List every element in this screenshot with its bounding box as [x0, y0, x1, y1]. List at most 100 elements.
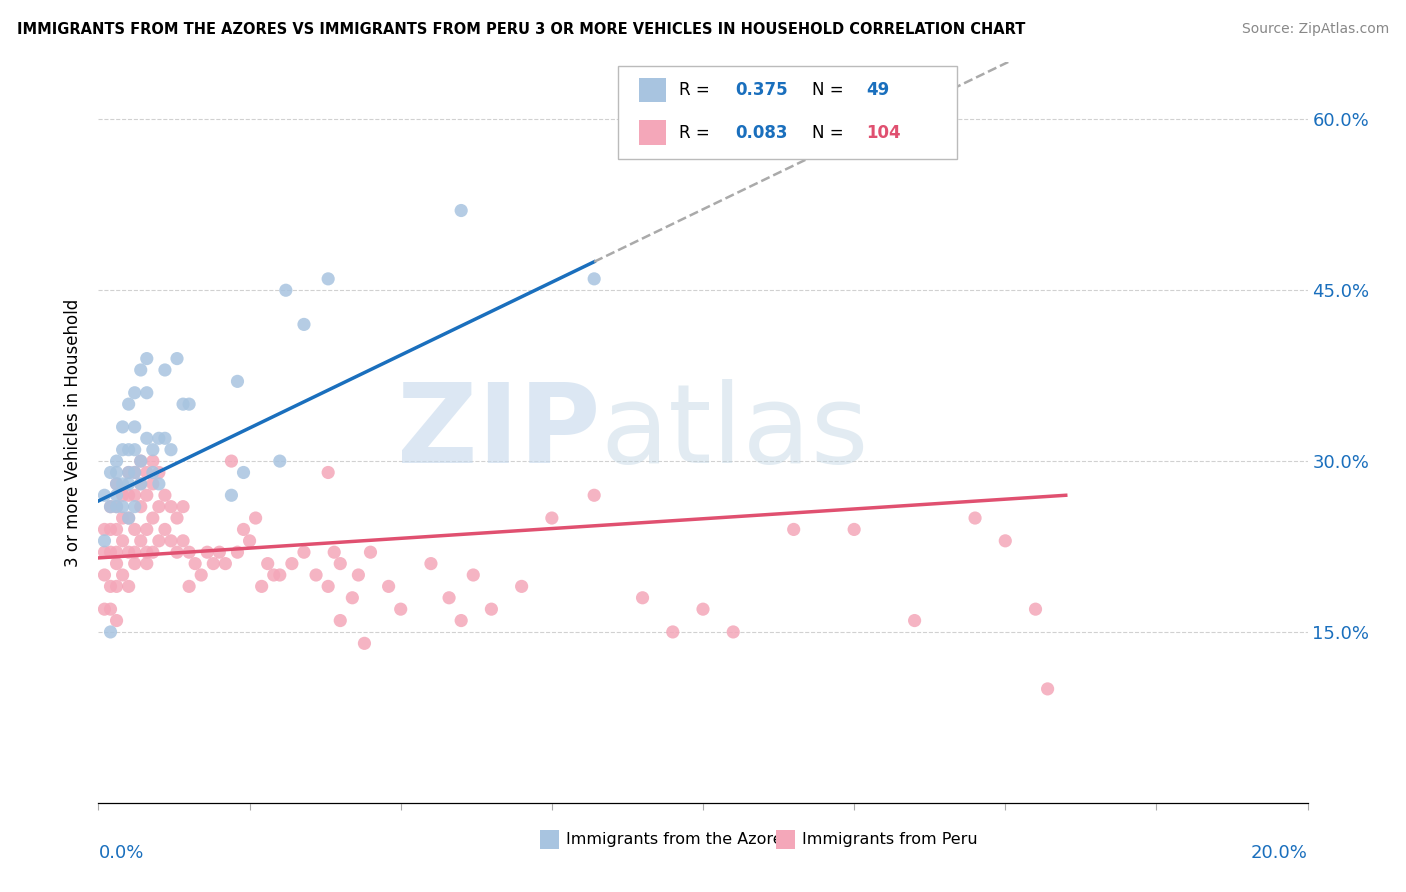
- Point: [844, 523, 866, 537]
- Point: [105, 476, 128, 491]
- Text: atlas: atlas: [600, 379, 869, 486]
- Point: [100, 466, 122, 480]
- Point: [184, 557, 207, 571]
- Point: [142, 442, 165, 457]
- Point: [153, 488, 176, 502]
- Point: [353, 636, 375, 650]
- Point: [274, 283, 297, 297]
- Point: [166, 351, 188, 366]
- Point: [153, 431, 176, 445]
- Text: 104: 104: [866, 124, 901, 142]
- Point: [166, 545, 188, 559]
- Point: [232, 523, 254, 537]
- Point: [118, 488, 141, 502]
- Text: N =: N =: [811, 124, 849, 142]
- Point: [179, 579, 201, 593]
- Point: [481, 602, 503, 616]
- Point: [118, 476, 141, 491]
- Point: [292, 318, 315, 332]
- Point: [100, 624, 122, 639]
- Point: [142, 476, 165, 491]
- Point: [190, 568, 212, 582]
- Point: [723, 624, 745, 639]
- Point: [232, 466, 254, 480]
- Point: [129, 454, 152, 468]
- Point: [135, 557, 157, 571]
- Point: [129, 533, 152, 548]
- Point: [437, 591, 460, 605]
- Point: [389, 602, 412, 616]
- Point: [450, 614, 472, 628]
- Point: [93, 602, 115, 616]
- FancyBboxPatch shape: [619, 66, 957, 159]
- Point: [124, 466, 146, 480]
- Text: ZIP: ZIP: [396, 379, 600, 486]
- Point: [118, 397, 141, 411]
- Point: [100, 579, 122, 593]
- Point: [105, 579, 128, 593]
- Point: [111, 568, 134, 582]
- Point: [148, 431, 170, 445]
- Point: [347, 568, 370, 582]
- Point: [965, 511, 987, 525]
- Point: [124, 500, 146, 514]
- Point: [111, 476, 134, 491]
- Point: [105, 454, 128, 468]
- Point: [93, 523, 115, 537]
- Point: [281, 557, 304, 571]
- Point: [100, 523, 122, 537]
- Text: Immigrants from the Azores: Immigrants from the Azores: [567, 832, 792, 847]
- Point: [316, 466, 339, 480]
- Point: [100, 500, 122, 514]
- Point: [124, 488, 146, 502]
- Point: [323, 545, 346, 559]
- Point: [226, 545, 249, 559]
- Point: [160, 500, 183, 514]
- Point: [105, 466, 128, 480]
- Point: [994, 533, 1017, 548]
- Text: Source: ZipAtlas.com: Source: ZipAtlas.com: [1241, 22, 1389, 37]
- Text: N =: N =: [811, 81, 849, 99]
- Point: [269, 454, 291, 468]
- Point: [93, 488, 115, 502]
- Bar: [638, 120, 665, 145]
- Point: [783, 523, 806, 537]
- Point: [111, 511, 134, 525]
- Point: [105, 523, 128, 537]
- Point: [1036, 681, 1059, 696]
- Point: [583, 488, 606, 502]
- Point: [208, 545, 231, 559]
- Text: Immigrants from Peru: Immigrants from Peru: [803, 832, 977, 847]
- Point: [160, 533, 183, 548]
- Point: [142, 466, 165, 480]
- Bar: [540, 830, 560, 848]
- Point: [148, 533, 170, 548]
- Point: [135, 431, 157, 445]
- Point: [142, 545, 165, 559]
- Point: [263, 568, 285, 582]
- Point: [329, 557, 352, 571]
- Point: [195, 545, 218, 559]
- Text: 0.0%: 0.0%: [98, 844, 143, 862]
- Point: [129, 476, 152, 491]
- Point: [250, 579, 273, 593]
- Text: R =: R =: [679, 124, 714, 142]
- Point: [172, 533, 194, 548]
- Point: [226, 375, 249, 389]
- Point: [111, 533, 134, 548]
- Point: [129, 454, 152, 468]
- Point: [661, 624, 683, 639]
- Point: [360, 545, 382, 559]
- Point: [221, 454, 243, 468]
- Point: [166, 511, 188, 525]
- Y-axis label: 3 or more Vehicles in Household: 3 or more Vehicles in Household: [65, 299, 83, 566]
- Point: [316, 579, 339, 593]
- Point: [105, 488, 128, 502]
- Bar: [776, 830, 794, 848]
- Point: [105, 476, 128, 491]
- Point: [118, 545, 141, 559]
- Point: [239, 533, 262, 548]
- Point: [221, 488, 243, 502]
- Point: [129, 476, 152, 491]
- Point: [631, 591, 654, 605]
